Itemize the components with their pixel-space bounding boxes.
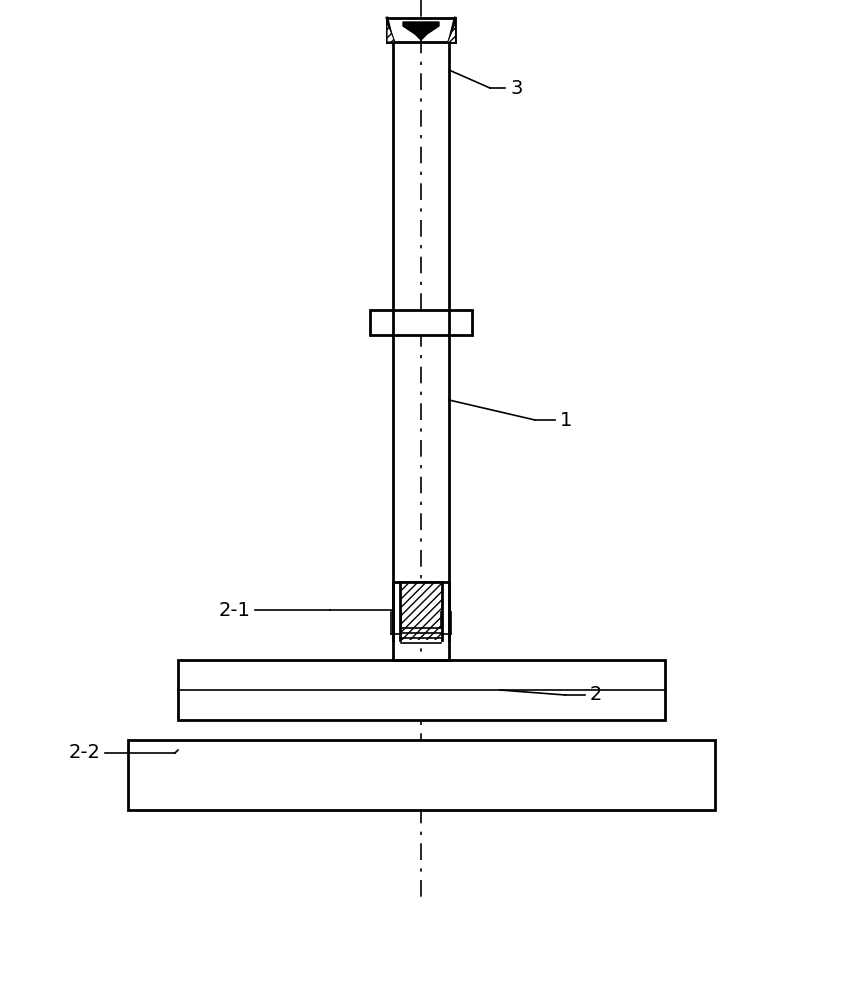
- Polygon shape: [449, 18, 455, 42]
- Polygon shape: [447, 22, 455, 42]
- Text: 2-1: 2-1: [218, 600, 250, 619]
- Polygon shape: [403, 22, 439, 40]
- Text: 1: 1: [560, 410, 572, 430]
- Bar: [128, 740, 715, 810]
- Bar: [178, 660, 665, 720]
- Text: 3: 3: [510, 79, 523, 98]
- Bar: [400, 582, 442, 640]
- Text: 2: 2: [590, 686, 603, 704]
- Polygon shape: [387, 22, 395, 42]
- Polygon shape: [387, 18, 393, 42]
- Text: 2-2: 2-2: [68, 744, 100, 762]
- Bar: [370, 310, 472, 335]
